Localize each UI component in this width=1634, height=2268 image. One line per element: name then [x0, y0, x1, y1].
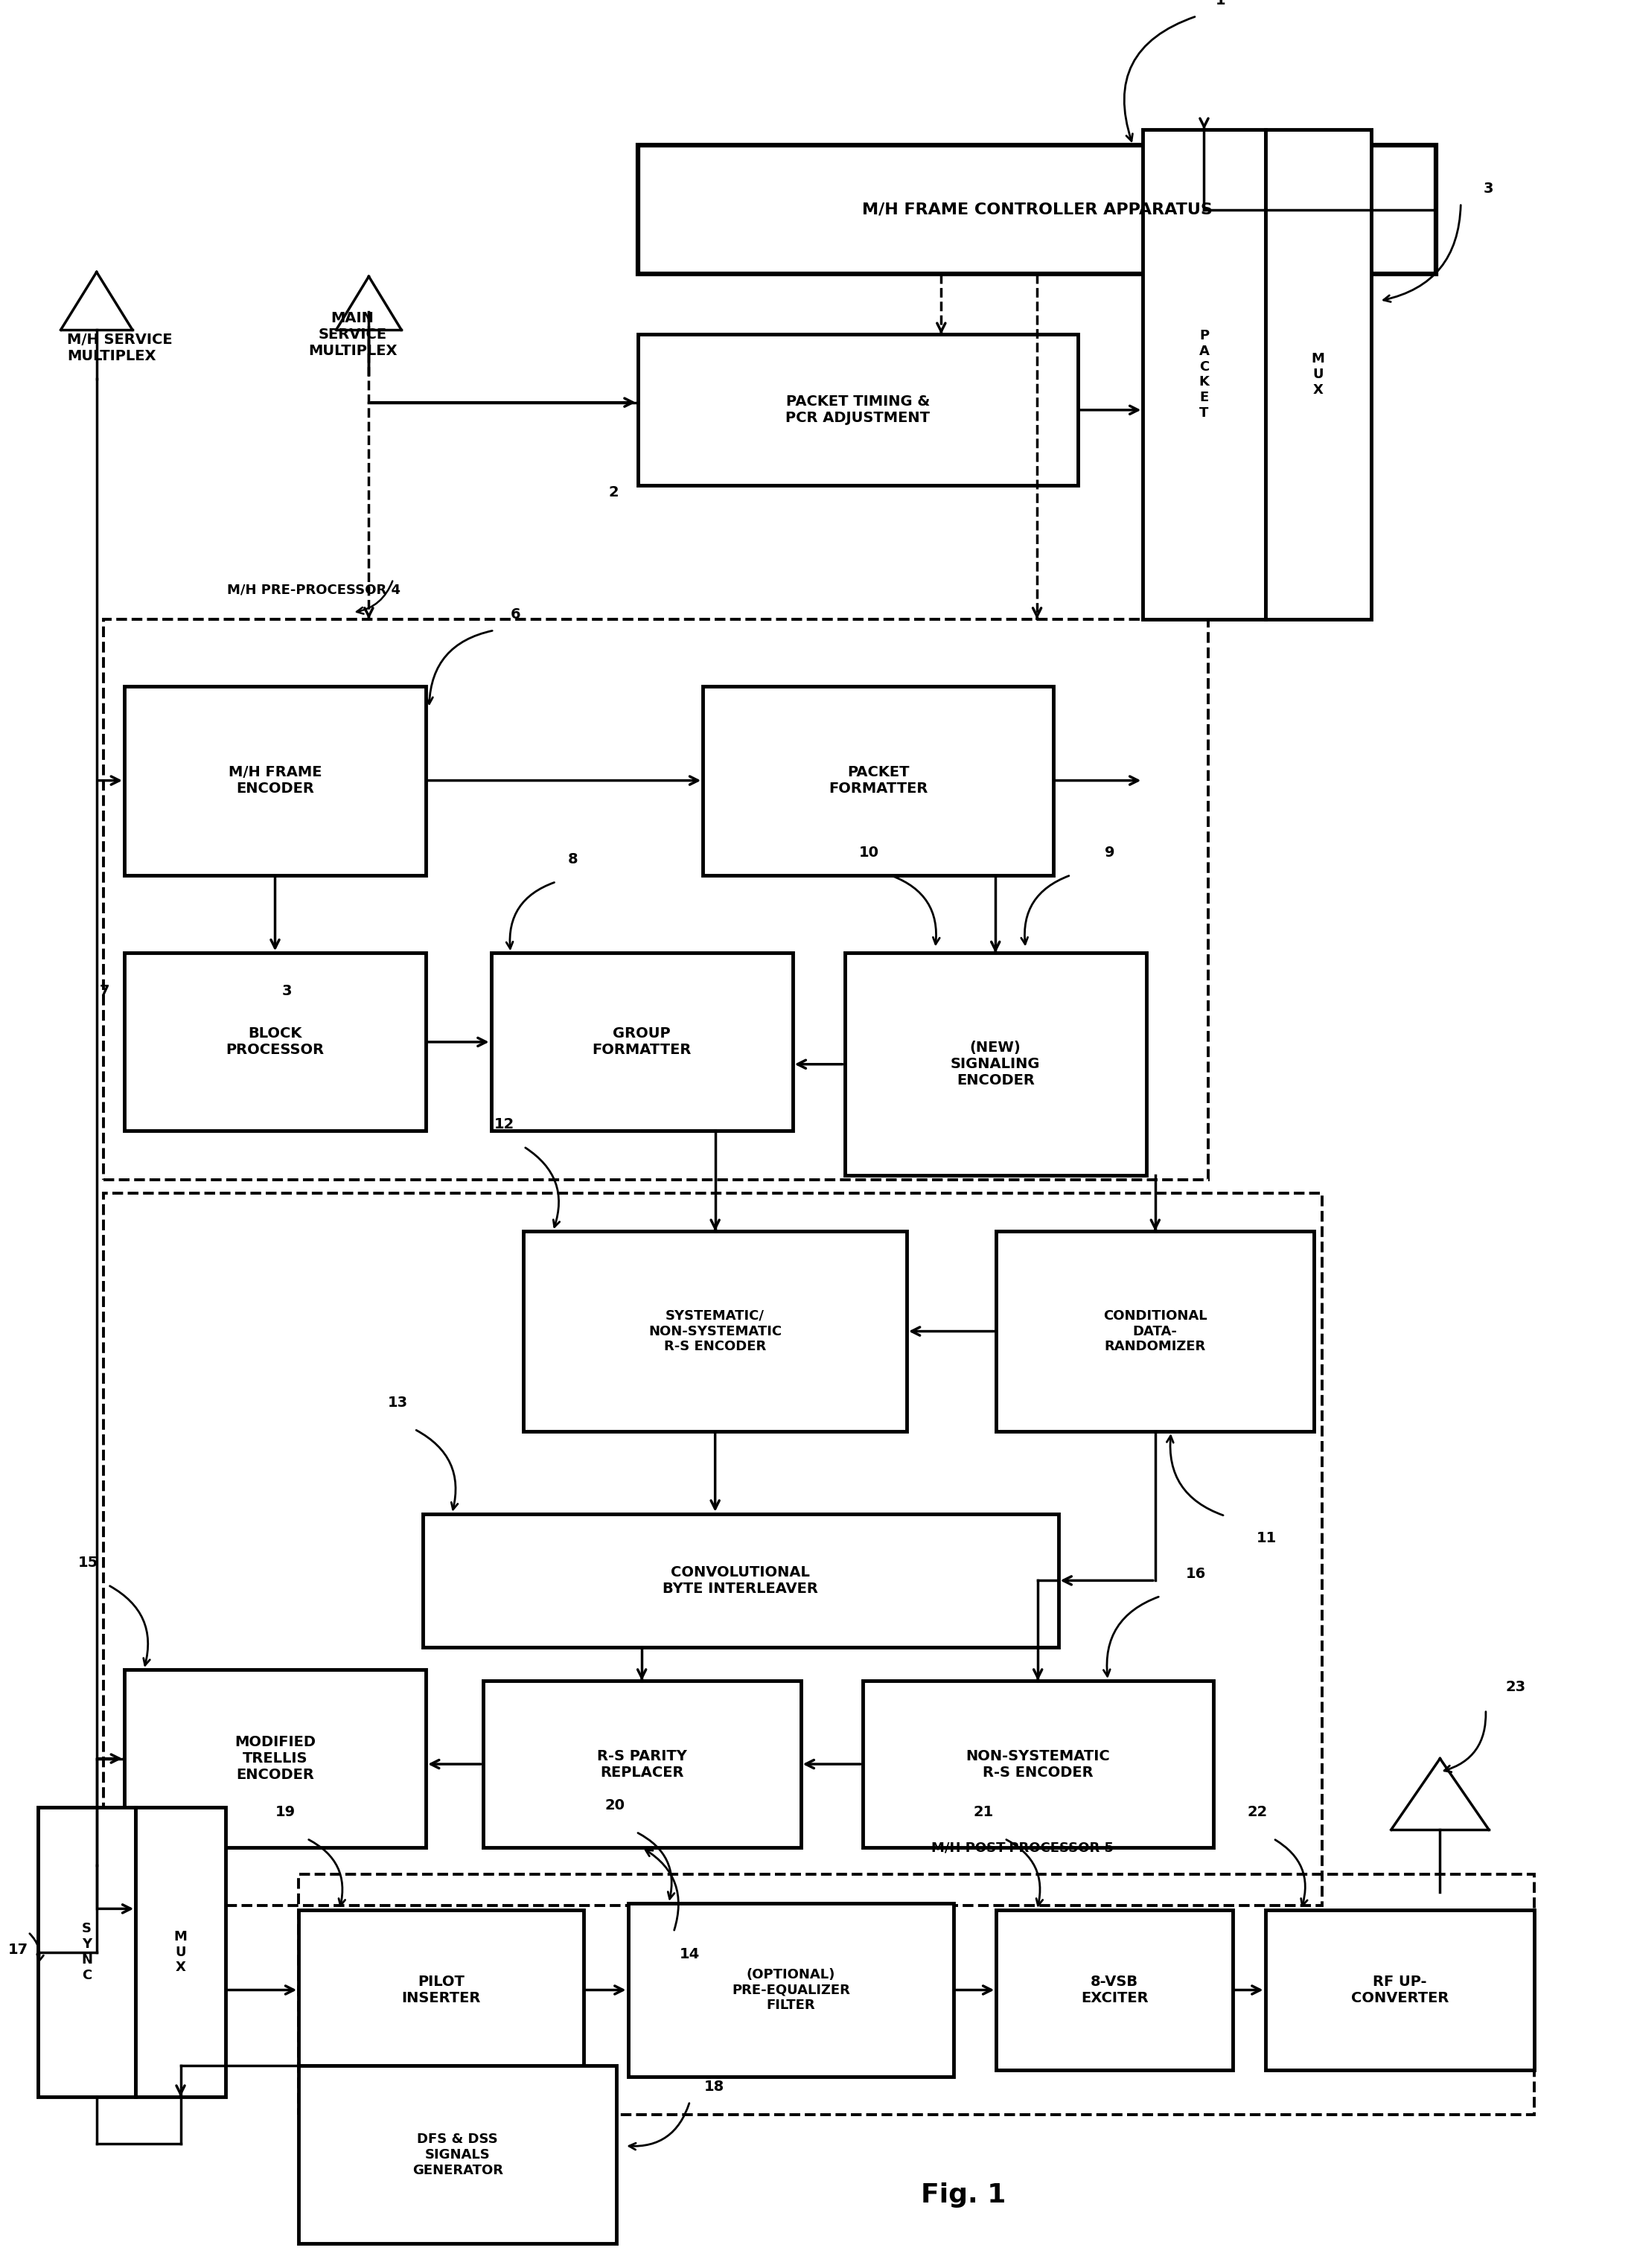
Text: 10: 10 [859, 846, 879, 860]
FancyBboxPatch shape [124, 685, 426, 875]
FancyBboxPatch shape [124, 1669, 426, 1848]
FancyBboxPatch shape [1265, 1910, 1534, 2071]
Text: 15: 15 [78, 1556, 98, 1569]
FancyBboxPatch shape [38, 1808, 136, 2098]
Text: 8-VSB
EXCITER: 8-VSB EXCITER [1080, 1975, 1149, 2005]
Text: 16: 16 [1185, 1567, 1206, 1581]
FancyBboxPatch shape [523, 1232, 907, 1431]
Text: 9: 9 [1105, 846, 1114, 860]
Text: CONDITIONAL
DATA-
RANDOMIZER: CONDITIONAL DATA- RANDOMIZER [1103, 1309, 1208, 1354]
FancyBboxPatch shape [484, 1681, 801, 1848]
Text: PACKET
FORMATTER: PACKET FORMATTER [828, 764, 928, 796]
Text: 22: 22 [1247, 1805, 1268, 1819]
Text: P
A
C
K
E
T: P A C K E T [1199, 329, 1209, 420]
FancyBboxPatch shape [703, 685, 1054, 875]
Text: BLOCK
PROCESSOR: BLOCK PROCESSOR [225, 1027, 324, 1057]
Text: M/H FRAME
ENCODER: M/H FRAME ENCODER [229, 764, 322, 796]
Text: CONVOLUTIONAL
BYTE INTERLEAVER: CONVOLUTIONAL BYTE INTERLEAVER [663, 1565, 819, 1597]
Text: 1: 1 [1216, 0, 1226, 7]
Text: (NEW)
SIGNALING
ENCODER: (NEW) SIGNALING ENCODER [951, 1041, 1041, 1089]
Text: M
U
X: M U X [1312, 352, 1325, 397]
Text: 3: 3 [283, 984, 292, 998]
Text: 17: 17 [8, 1944, 28, 1957]
Text: 18: 18 [704, 2080, 724, 2093]
Text: 2: 2 [608, 485, 618, 499]
Text: (OPTIONAL)
PRE-EQUALIZER
FILTER: (OPTIONAL) PRE-EQUALIZER FILTER [732, 1969, 850, 2012]
Text: SYSTEMATIC/
NON-SYSTEMATIC
R-S ENCODER: SYSTEMATIC/ NON-SYSTEMATIC R-S ENCODER [649, 1309, 781, 1354]
Text: RF UP-
CONVERTER: RF UP- CONVERTER [1351, 1975, 1449, 2005]
Text: 7: 7 [100, 984, 109, 998]
Text: Fig. 1: Fig. 1 [922, 2182, 1007, 2207]
Text: R-S PARITY
REPLACER: R-S PARITY REPLACER [596, 1749, 686, 1780]
FancyBboxPatch shape [845, 953, 1145, 1175]
Text: M/H SERVICE
MULTIPLEX: M/H SERVICE MULTIPLEX [67, 333, 173, 363]
FancyBboxPatch shape [997, 1232, 1314, 1431]
FancyBboxPatch shape [299, 1910, 583, 2071]
Text: M/H FRAME CONTROLLER APPARATUS: M/H FRAME CONTROLLER APPARATUS [861, 202, 1212, 218]
Text: 13: 13 [387, 1395, 408, 1411]
Text: 23: 23 [1505, 1681, 1526, 1694]
FancyBboxPatch shape [637, 333, 1078, 485]
Text: MODIFIED
TRELLIS
ENCODER: MODIFIED TRELLIS ENCODER [235, 1735, 315, 1783]
Text: PACKET TIMING &
PCR ADJUSTMENT: PACKET TIMING & PCR ADJUSTMENT [786, 395, 930, 424]
Text: 14: 14 [680, 1948, 699, 1962]
Text: 8: 8 [567, 853, 577, 866]
Text: 3: 3 [1484, 181, 1493, 195]
FancyBboxPatch shape [299, 2066, 616, 2243]
FancyBboxPatch shape [492, 953, 792, 1132]
FancyBboxPatch shape [863, 1681, 1212, 1848]
FancyBboxPatch shape [1265, 129, 1371, 619]
Text: M
U
X: M U X [173, 1930, 188, 1975]
Text: M/H PRE-PROCESSOR 4: M/H PRE-PROCESSOR 4 [227, 583, 400, 596]
Text: 21: 21 [974, 1805, 993, 1819]
FancyBboxPatch shape [1142, 129, 1265, 619]
Text: GROUP
FORMATTER: GROUP FORMATTER [592, 1027, 691, 1057]
Text: MAIN
SERVICE
MULTIPLEX: MAIN SERVICE MULTIPLEX [309, 311, 397, 358]
Text: M/H POST-PROCESSOR 5: M/H POST-PROCESSOR 5 [931, 1842, 1113, 1855]
Text: 12: 12 [493, 1118, 515, 1132]
FancyBboxPatch shape [136, 1808, 225, 2098]
FancyBboxPatch shape [997, 1910, 1232, 2071]
Text: 11: 11 [1257, 1531, 1276, 1545]
Text: 19: 19 [276, 1805, 296, 1819]
Text: 6: 6 [510, 608, 521, 621]
FancyBboxPatch shape [124, 953, 426, 1132]
Text: NON-SYSTEMATIC
R-S ENCODER: NON-SYSTEMATIC R-S ENCODER [966, 1749, 1109, 1780]
Text: 20: 20 [605, 1799, 624, 1812]
FancyBboxPatch shape [627, 1903, 954, 2077]
Text: S
Y
N
C: S Y N C [82, 1923, 93, 1982]
Text: DFS & DSS
SIGNALS
GENERATOR: DFS & DSS SIGNALS GENERATOR [412, 2132, 503, 2177]
FancyBboxPatch shape [637, 145, 1436, 274]
Text: PILOT
INSERTER: PILOT INSERTER [402, 1975, 480, 2005]
FancyBboxPatch shape [423, 1513, 1059, 1647]
